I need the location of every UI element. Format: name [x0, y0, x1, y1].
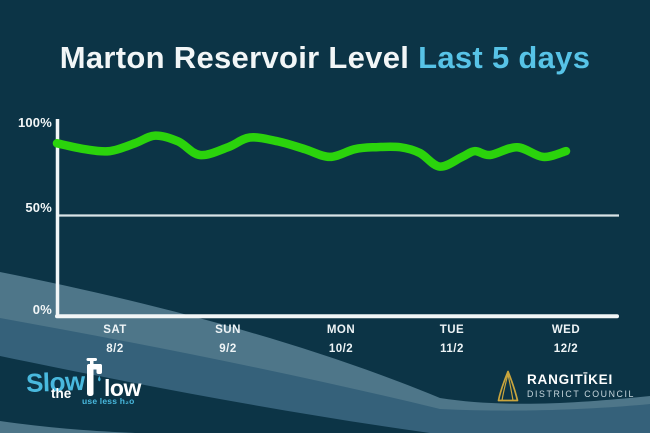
- reservoir-level-line: [52, 131, 571, 171]
- day-label: WED: [551, 324, 581, 336]
- water-drop-icon: [98, 376, 101, 382]
- day-label: SAT: [103, 324, 127, 336]
- the-word: the: [51, 386, 72, 401]
- wave-navy-band: [0, 356, 430, 433]
- x-tick-wed: WED 12/2: [552, 324, 580, 355]
- tap-icon: [86, 358, 102, 396]
- date-label: 12/2: [553, 343, 579, 355]
- x-tick-sun: SUN 9/2: [215, 324, 241, 355]
- wave-corner-sliver: [0, 421, 135, 433]
- x-tick-sat: SAT 8/2: [103, 324, 127, 355]
- day-label: MON: [326, 324, 356, 336]
- date-label: 10/2: [328, 343, 354, 355]
- y-axis-label: 50%: [25, 200, 52, 215]
- slow-the-flow-logo: Slow the low use less h₂o: [24, 358, 184, 410]
- day-label: TUE: [439, 324, 465, 336]
- y-axis-label: 100%: [17, 115, 52, 130]
- date-label: 8/2: [106, 343, 124, 355]
- council-leaf-icon: [497, 370, 519, 402]
- council-subtitle: DISTRICT COUNCIL: [527, 388, 636, 399]
- x-tick-mon: MON 10/2: [327, 324, 355, 355]
- date-label: 11/2: [440, 343, 464, 355]
- council-name: RANGITĪKEI: [527, 372, 614, 388]
- title-main: Marton Reservoir Level: [59, 40, 410, 75]
- date-label: 9/2: [219, 343, 237, 355]
- x-tick-tue: TUE 11/2: [440, 324, 465, 355]
- council-text: RANGITĪKEI DISTRICT COUNCIL: [527, 373, 635, 398]
- page-title: Marton Reservoir Level Last 5 days: [0, 40, 650, 76]
- day-label: SUN: [215, 324, 241, 336]
- rangitikei-council-logo: RANGITĪKEI DISTRICT COUNCIL: [496, 370, 635, 402]
- title-accent: Last 5 days: [418, 40, 591, 75]
- slow-the-flow-tagline: use less h₂o: [82, 396, 135, 406]
- y-axis-label: 0%: [32, 302, 52, 317]
- flow-word: low: [104, 375, 141, 401]
